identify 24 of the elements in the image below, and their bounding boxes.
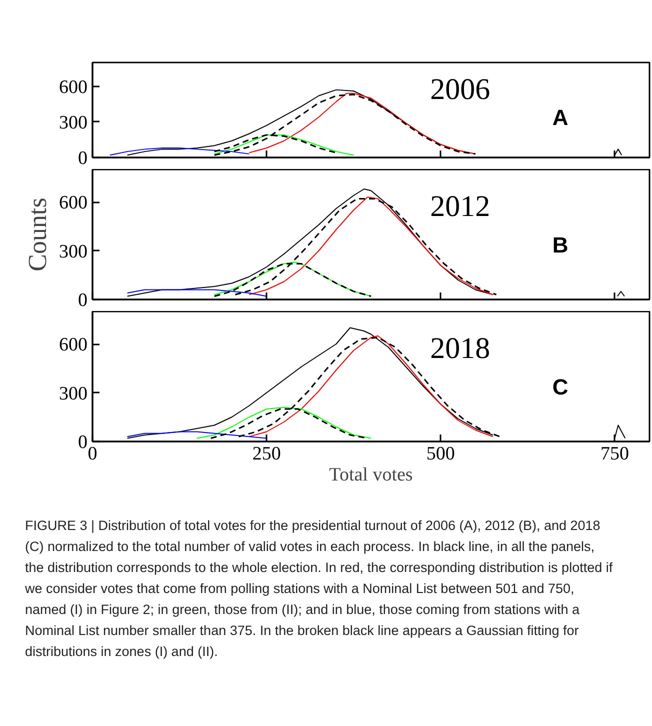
x-axis-title: Total votes [329,464,413,486]
x-tick-label: 750 [600,444,629,464]
line-series [109,148,250,156]
y-tick-label: 300 [59,241,88,262]
y-axis-title: Counts [23,198,52,272]
y-tick-label: 600 [59,192,88,214]
caption: FIGURE 3 | Distribution of total votes for the presidential turnout of 2006 (A), 2012 (B), and 2018 (C) normalized to the total number of valid votes in each process. In black line, in all the panels, the distribution corresponds to the whole election. In red, the corresponding distribution is plotted if we consider votes that come from polling stations with a Nominal List between 501 and 750, named (I) in Figure 2; in green, those from (II); and in blue, those coming from stations with a Nominal List number smaller than 375. In the broken black line appears a Gaussian fitting for distributions in zones (I) and (II). [25,517,614,661]
line-series [126,289,268,297]
annotation: 2018 [430,332,490,365]
annotation: 2012 [430,190,490,223]
annotation: C [552,374,568,400]
x-tick-label: 250 [252,444,281,464]
x-tick-label: 500 [426,444,455,464]
y-tick-label: 600 [59,76,88,98]
line-series [126,431,268,439]
y-tick-label: 0 [78,290,88,311]
annotation: A [552,105,568,130]
y-tick-label: 300 [59,112,88,134]
annotation: B [552,232,568,258]
line-series [214,134,354,156]
y-tick-label: 0 [78,148,88,169]
y-tick-label: 600 [59,334,88,356]
y-tick-label: 300 [59,383,88,404]
annotation: 2006 [430,73,490,106]
